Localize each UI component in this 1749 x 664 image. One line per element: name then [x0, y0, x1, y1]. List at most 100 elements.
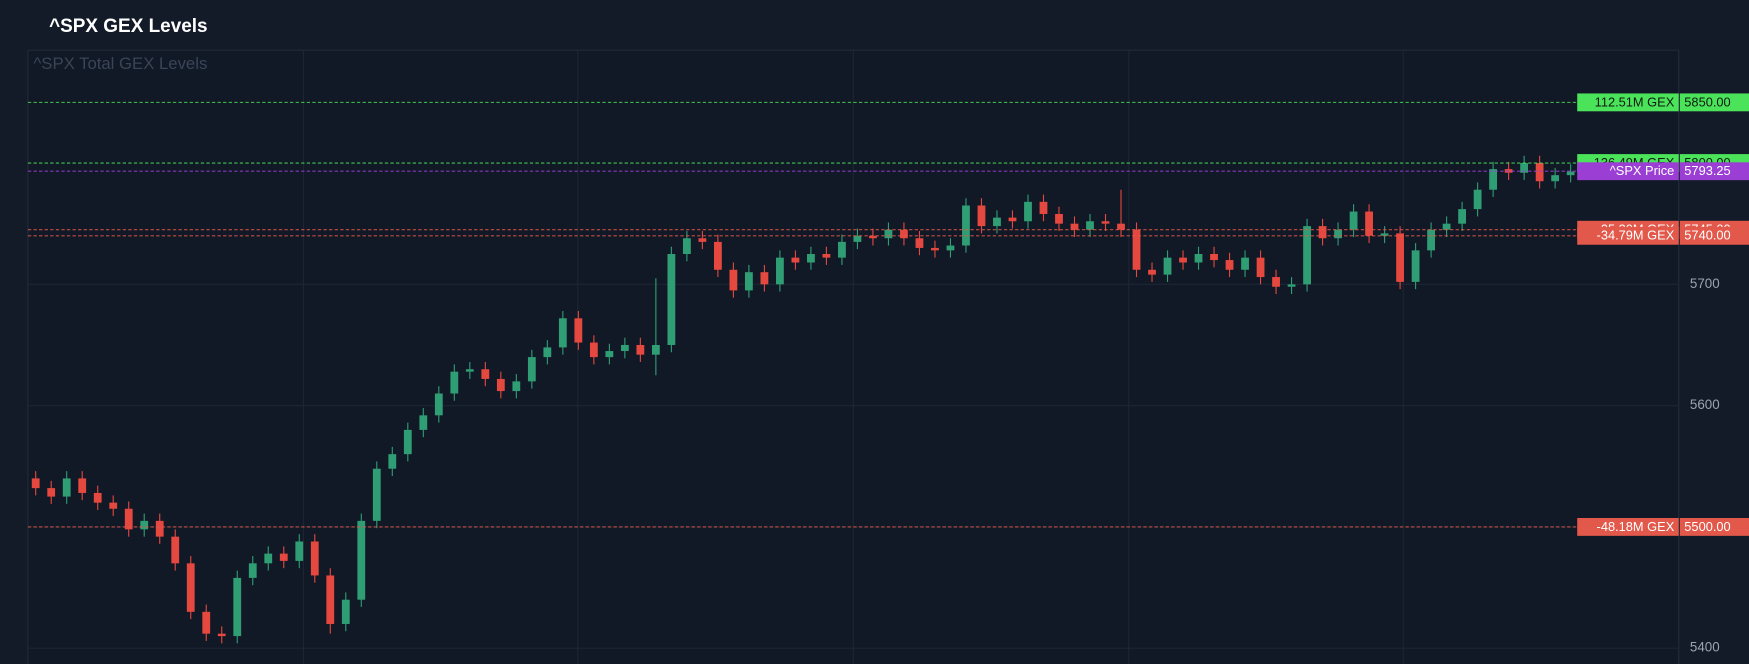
candle-body: [1458, 209, 1467, 224]
candle-body: [1427, 229, 1436, 251]
level-name: -48.18M GEX: [1597, 519, 1675, 534]
candle-body: [1380, 233, 1389, 236]
candle-body: [202, 611, 211, 634]
candle-body: [310, 541, 319, 576]
candle-body: [822, 254, 831, 258]
candle-body: [264, 553, 273, 564]
candle-body: [1008, 217, 1017, 222]
candle-body: [977, 205, 986, 227]
candle-body: [667, 254, 676, 345]
candle-body: [1303, 226, 1311, 285]
candle-body: [124, 508, 133, 530]
y-tick-label: 5400: [1690, 640, 1720, 655]
candle-body: [450, 371, 459, 394]
candle-body: [388, 454, 397, 469]
candle-body: [543, 347, 552, 358]
candle-body: [295, 541, 304, 561]
candle-body: [1365, 211, 1373, 236]
candle-body: [558, 318, 567, 348]
candle-body: [1024, 201, 1032, 222]
chart-title: ^SPX GEX Levels: [49, 16, 208, 37]
candle-body: [1086, 221, 1094, 230]
vertical-grid: [302, 50, 1404, 664]
candle-body: [1179, 257, 1187, 263]
candle-body: [1551, 175, 1560, 182]
level-value: 5793.25: [1684, 163, 1730, 178]
candle-body: [1241, 257, 1249, 270]
candle-body: [155, 520, 164, 537]
candle-body: [605, 351, 614, 358]
candle-body: [279, 553, 288, 561]
candle-body: [527, 357, 536, 382]
candle-body: [496, 378, 505, 392]
candle-body: [589, 342, 598, 358]
candle-body: [760, 272, 769, 285]
candle-body: [620, 344, 629, 352]
candle-body: [109, 502, 118, 509]
candle-body: [838, 241, 846, 258]
candle-body: [93, 492, 102, 503]
candle-body: [1566, 171, 1575, 176]
candle-body: [1535, 163, 1544, 182]
level-name: 112.51M GEX: [1595, 94, 1675, 109]
candle-body: [341, 599, 350, 624]
candle-body: [47, 488, 56, 497]
candle-body: [1411, 250, 1420, 282]
candle-body: [729, 269, 738, 291]
candle-body: [186, 563, 195, 612]
chart-subtitle: ^SPX Total GEX Levels: [33, 54, 207, 73]
candle-body: [512, 381, 521, 392]
candle-body: [1148, 269, 1156, 275]
level-name-box: [1577, 226, 1679, 245]
candle-body: [713, 241, 722, 270]
candle-body: [1334, 229, 1342, 239]
level-value-box: [1679, 226, 1749, 245]
candle-body: [1349, 211, 1358, 230]
candle-body: [682, 238, 691, 255]
candle-body: [357, 520, 366, 600]
candle-body: [140, 520, 149, 530]
candle-body: [900, 229, 908, 239]
level-name-box: [1577, 162, 1679, 181]
level-name: -34.79M GEX: [1597, 228, 1675, 243]
candle-body: [993, 217, 1001, 227]
level-value-box: [1679, 518, 1749, 536]
candle-body: [434, 393, 443, 416]
candle-body: [78, 478, 87, 493]
candle-body: [171, 536, 180, 564]
candle-body: [807, 254, 815, 263]
candle-body: [1287, 284, 1296, 287]
candle-body: [574, 318, 583, 343]
candle-body: [1442, 223, 1451, 230]
level-value-box: [1679, 162, 1749, 181]
candle-body: [326, 575, 335, 624]
candle-body: [1256, 257, 1265, 278]
candle-body: [217, 633, 226, 637]
candle-body: [62, 478, 71, 497]
candle-body: [915, 238, 924, 248]
candle-body: [791, 257, 800, 263]
candle-body: [884, 229, 893, 239]
candle-body: [481, 369, 490, 379]
candle-body: [1520, 163, 1529, 173]
level-value-box: [1679, 93, 1749, 112]
candle-body: [1163, 257, 1172, 275]
candle-body: [1489, 169, 1498, 190]
level-value: 5850.00: [1684, 94, 1730, 109]
candle-body: [776, 257, 784, 285]
candle-body: [465, 369, 474, 372]
candle-body: [698, 238, 707, 242]
candle-body: [1132, 229, 1141, 270]
candle-body: [744, 272, 753, 291]
candle-body: [1117, 223, 1125, 230]
level-name-box: [1577, 518, 1679, 536]
level-name: ^SPX Price: [1610, 163, 1674, 178]
candle-body: [1272, 277, 1280, 287]
candle-body: [1396, 233, 1404, 282]
candle-body: [248, 563, 257, 578]
y-tick-label: 5700: [1690, 276, 1720, 291]
candle-body: [1101, 221, 1110, 224]
candle-body: [233, 577, 242, 637]
level-name-box: [1577, 93, 1679, 112]
